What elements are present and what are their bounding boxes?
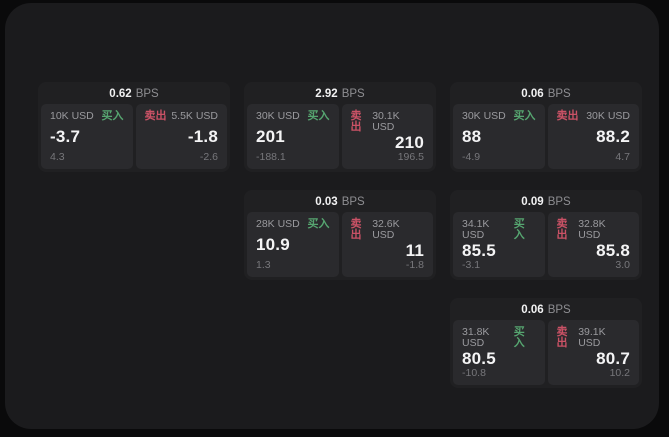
buy-panel[interactable]: 31.8K USD 买入 80.5 -10.8 (453, 320, 545, 385)
sell-amount-label: 30K USD (586, 110, 630, 122)
sell-amount-label: 32.8K USD (578, 218, 606, 241)
sell-secondary-value: -2.6 (199, 151, 218, 163)
bps-value: 2.92 (315, 88, 338, 100)
buy-panel[interactable]: 34.1K USD 买入 85.5 -3.1 (453, 212, 545, 277)
bps-unit-label: BPS (341, 88, 365, 100)
bps-header: 0.09 BPS (453, 192, 639, 212)
buy-side-label: 买入 (513, 218, 525, 241)
buy-secondary-value: -4.9 (462, 151, 481, 163)
sell-panel[interactable]: 卖出 30.1K USD 210 196.5 (341, 104, 433, 169)
bps-header: 0.06 BPS (453, 300, 639, 320)
sell-amount-label: 32.6K USD (372, 218, 400, 241)
buy-price-value: 85.5 (462, 240, 496, 260)
buy-amount-label: 10K USD (50, 110, 94, 122)
buy-amount-label: 30K USD (256, 110, 300, 122)
sell-side-label: 卖出 (556, 110, 579, 122)
buy-secondary-value: -3.1 (462, 259, 481, 271)
buy-price-value: 88 (462, 127, 482, 146)
sell-panel[interactable]: 卖出 30K USD 88.2 4.7 (547, 104, 639, 169)
sell-amount-label: 39.1K USD (578, 326, 606, 349)
quote-card: 0.62 BPS 10K USD 买入 -3.7 4.3 卖出 5.5K USD (38, 82, 230, 172)
buy-price-value: 201 (256, 127, 285, 146)
sell-amount-label: 30.1K USD (372, 110, 400, 133)
sell-side-label: 卖出 (350, 110, 362, 133)
sell-secondary-value: 196.5 (397, 151, 424, 163)
sell-panel[interactable]: 卖出 32.8K USD 85.8 3.0 (547, 212, 639, 277)
buy-side-label: 买入 (513, 110, 536, 122)
sell-price-value: 210 (395, 132, 424, 152)
sell-price-value: 80.7 (596, 348, 630, 368)
sell-price-value: -1.8 (187, 127, 218, 146)
buy-secondary-value: 4.3 (50, 151, 65, 163)
buy-secondary-value: 1.3 (256, 259, 271, 271)
sell-secondary-value: 4.7 (615, 151, 630, 163)
sell-secondary-value: -1.8 (405, 259, 424, 271)
bps-unit-label: BPS (135, 88, 159, 100)
buy-panel[interactable]: 10K USD 买入 -3.7 4.3 (41, 104, 133, 169)
sell-price-value: 11 (405, 240, 424, 260)
app-window: 0.62 BPS 10K USD 买入 -3.7 4.3 卖出 5.5K USD (5, 3, 659, 429)
buy-price-value: 80.5 (462, 348, 496, 368)
sell-price-value: 88.2 (596, 127, 630, 146)
buy-panel[interactable]: 28K USD 买入 10.9 1.3 (247, 212, 339, 277)
bps-header: 0.03 BPS (247, 192, 433, 212)
bps-unit-label: BPS (341, 196, 365, 208)
buy-panel[interactable]: 30K USD 买入 88 -4.9 (453, 104, 545, 169)
sell-panel[interactable]: 卖出 32.6K USD 11 -1.8 (341, 212, 433, 277)
buy-side-label: 买入 (513, 326, 525, 349)
quote-card: 2.92 BPS 30K USD 买入 201 -188.1 卖出 30.1K … (244, 82, 436, 172)
buy-amount-label: 30K USD (462, 110, 506, 122)
buy-amount-label: 31.8K USD (462, 326, 490, 349)
sell-side-label: 卖出 (144, 110, 167, 122)
sell-panel[interactable]: 卖出 39.1K USD 80.7 10.2 (547, 320, 639, 385)
buy-price-value: 10.9 (256, 235, 290, 254)
bps-unit-label: BPS (547, 304, 571, 316)
bps-unit-label: BPS (547, 88, 571, 100)
bps-header: 2.92 BPS (247, 84, 433, 104)
buy-amount-label: 34.1K USD (462, 218, 490, 241)
buy-secondary-value: -188.1 (256, 151, 286, 163)
quote-card-grid: 0.62 BPS 10K USD 买入 -3.7 4.3 卖出 5.5K USD (38, 82, 642, 388)
bps-unit-label: BPS (547, 196, 571, 208)
bps-header: 0.06 BPS (453, 84, 639, 104)
bps-header: 0.62 BPS (41, 84, 227, 104)
buy-side-label: 买入 (307, 218, 330, 230)
sell-price-value: 85.8 (596, 240, 630, 260)
sell-side-label: 卖出 (556, 218, 568, 241)
bps-value: 0.06 (521, 88, 544, 100)
buy-price-value: -3.7 (50, 127, 81, 146)
buy-side-label: 买入 (101, 110, 124, 122)
sell-side-label: 卖出 (556, 326, 568, 349)
quote-card: 0.06 BPS 30K USD 买入 88 -4.9 卖出 30K USD (450, 82, 642, 172)
sell-amount-label: 5.5K USD (171, 110, 218, 122)
sell-panel[interactable]: 卖出 5.5K USD -1.8 -2.6 (135, 104, 227, 169)
quote-card: 0.09 BPS 34.1K USD 买入 85.5 -3.1 卖出 32.8K… (450, 190, 642, 280)
sell-secondary-value: 10.2 (609, 367, 630, 379)
bps-value: 0.62 (109, 88, 132, 100)
buy-amount-label: 28K USD (256, 218, 300, 230)
buy-secondary-value: -10.8 (462, 367, 486, 379)
buy-side-label: 买入 (307, 110, 330, 122)
quote-card: 0.06 BPS 31.8K USD 买入 80.5 -10.8 卖出 39.1… (450, 298, 642, 388)
bps-value: 0.06 (521, 304, 544, 316)
quote-card: 0.03 BPS 28K USD 买入 10.9 1.3 卖出 32.6K US… (244, 190, 436, 280)
bps-value: 0.09 (521, 196, 544, 208)
sell-side-label: 卖出 (350, 218, 362, 241)
sell-secondary-value: 3.0 (615, 259, 630, 271)
bps-value: 0.03 (315, 196, 338, 208)
buy-panel[interactable]: 30K USD 买入 201 -188.1 (247, 104, 339, 169)
